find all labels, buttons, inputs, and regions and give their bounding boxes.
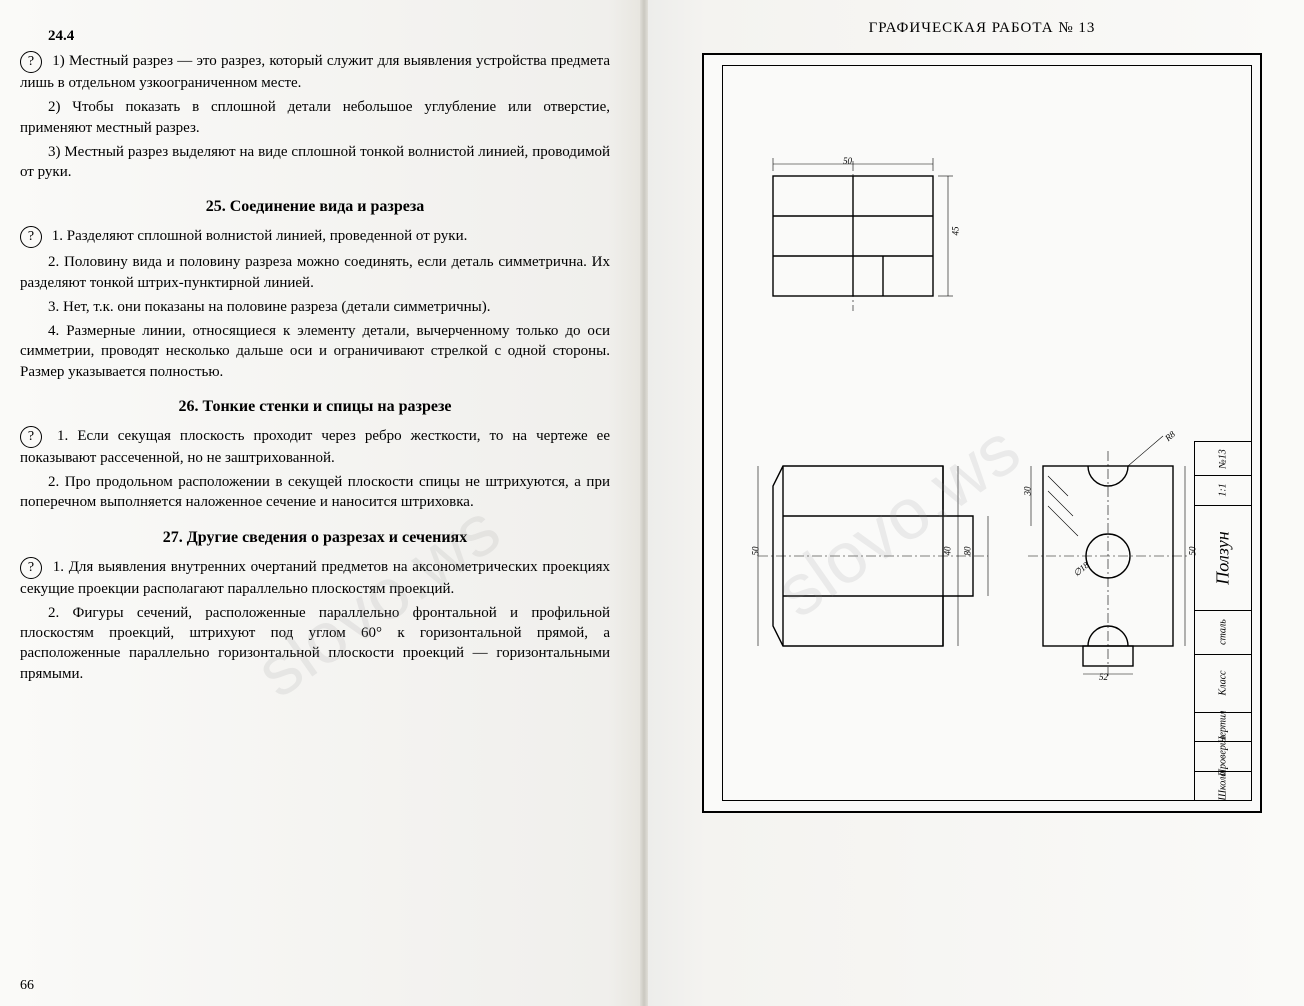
dim-50-top: 50 — [843, 156, 852, 166]
page-number: 66 — [20, 978, 34, 994]
tb-partname: Ползун — [1213, 531, 1234, 584]
dim-52: 52 — [1099, 672, 1108, 682]
tb-shkola: Школа — [1218, 771, 1229, 800]
paragraph-27-1: ? 1. Для выявления внутренних очертаний … — [20, 557, 610, 599]
paragraph-27-2: 2. Фигуры сечений, расположенные паралле… — [20, 603, 610, 684]
inner-frame: 50 45 50 40 80 — [722, 65, 1252, 801]
tb-number: №13 — [1218, 449, 1229, 468]
heading-25: 25. Соединение вида и разреза — [20, 198, 610, 216]
front-view-drawing — [743, 426, 1023, 686]
top-view-drawing — [753, 146, 993, 336]
paragraph-26-2: 2. Про продольном расположении в секущей… — [20, 472, 610, 513]
question-mark-icon: ? — [20, 51, 42, 73]
right-page: ГРАФИЧЕСКАЯ РАБОТА № 13 50 45 — [640, 0, 1304, 1006]
paragraph-25-2: 2. Половину вида и половину разреза можн… — [20, 252, 610, 293]
tb-klass: Класс — [1218, 671, 1229, 696]
dim-40: 40 — [943, 547, 953, 556]
dim-50-front: 50 — [751, 547, 761, 556]
drawing-title: ГРАФИЧЕСКАЯ РАБОТА № 13 — [680, 20, 1284, 37]
title-block: №13 1:1 Ползун сталь Класс Чертил — [1194, 441, 1252, 801]
paragraph-25-4: 4. Размерные линии, относящиеся к элемен… — [20, 321, 610, 382]
question-mark-icon: ? — [20, 426, 42, 448]
dim-45: 45 — [951, 227, 961, 236]
drawing-frame: 50 45 50 40 80 — [702, 53, 1262, 813]
paragraph-25-3: 3. Нет, т.к. они показаны на половине ра… — [20, 297, 610, 317]
heading-26: 26. Тонкие стенки и спицы на разрезе — [20, 398, 610, 416]
paragraph-26-1: ? 1. Если секущая плоскость проходит чер… — [20, 426, 610, 468]
dim-30: 30 — [1023, 487, 1033, 496]
heading-27: 27. Другие сведения о разрезах и сечения… — [20, 529, 610, 547]
paragraph-244-1: ? 1) Местный разрез — это разрез, которы… — [20, 51, 610, 93]
side-view-drawing — [1013, 426, 1213, 686]
question-mark-icon: ? — [20, 557, 42, 579]
question-mark-icon: ? — [20, 226, 42, 248]
section-number-244: 24.4 — [48, 28, 610, 45]
book-spine — [640, 0, 648, 1006]
tb-scale: 1:1 — [1218, 484, 1229, 497]
paragraph-244-3: 3) Местный разрез выделяют на виде сплош… — [20, 142, 610, 183]
left-page: 24.4 ? 1) Местный разрез — это разрез, к… — [0, 0, 640, 1006]
tb-material: сталь — [1218, 619, 1229, 645]
paragraph-25-1: ? 1. Разделяют сплошной волнистой линией… — [20, 226, 610, 248]
paragraph-244-2: 2) Чтобы показать в сплошной детали небо… — [20, 97, 610, 138]
dim-80: 80 — [963, 547, 973, 556]
